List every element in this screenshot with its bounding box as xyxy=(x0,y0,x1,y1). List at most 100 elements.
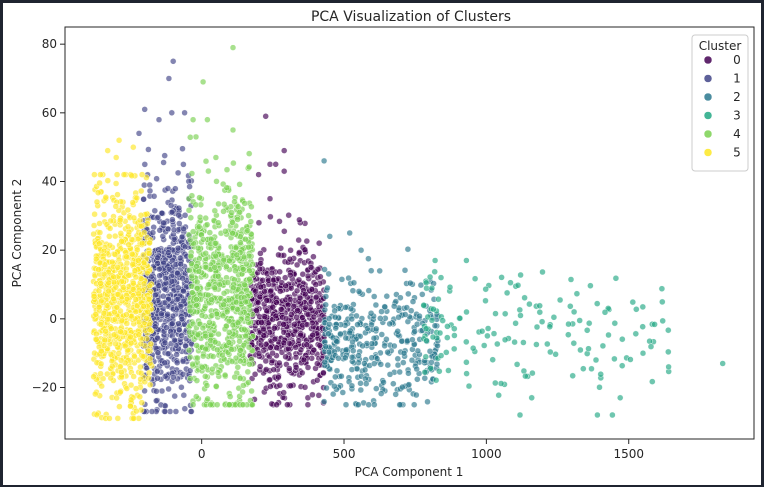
series-0 xyxy=(246,113,328,408)
data-point xyxy=(194,331,202,338)
data-point xyxy=(114,191,121,198)
data-point xyxy=(370,293,378,300)
data-point xyxy=(173,359,181,366)
points-layer xyxy=(90,44,726,422)
data-point xyxy=(342,354,349,362)
data-point xyxy=(325,270,332,278)
data-point xyxy=(138,239,146,247)
data-point xyxy=(98,382,105,390)
legend-label: 4 xyxy=(733,127,741,141)
data-point xyxy=(193,377,201,384)
data-point xyxy=(288,311,295,318)
data-point xyxy=(272,312,280,320)
data-point xyxy=(150,224,157,231)
data-point xyxy=(112,340,119,348)
data-point xyxy=(202,250,209,257)
data-point xyxy=(259,277,266,284)
data-point xyxy=(390,302,398,310)
data-point xyxy=(430,305,437,313)
data-point xyxy=(226,393,234,400)
data-point xyxy=(310,313,318,321)
data-point xyxy=(384,348,391,356)
data-point xyxy=(397,294,404,301)
data-point xyxy=(421,375,429,382)
data-point xyxy=(189,360,196,368)
data-point xyxy=(338,372,345,380)
data-point xyxy=(160,259,167,267)
data-point xyxy=(350,279,358,287)
data-point xyxy=(156,272,163,279)
data-point xyxy=(342,346,350,354)
data-point xyxy=(293,261,301,269)
data-point xyxy=(228,346,235,353)
data-point xyxy=(207,401,214,408)
data-point xyxy=(325,330,332,338)
data-point xyxy=(114,291,122,298)
data-point xyxy=(516,411,524,419)
data-point xyxy=(212,252,219,260)
legend-marker xyxy=(703,111,713,120)
data-point xyxy=(189,228,197,235)
data-point xyxy=(178,233,186,241)
data-point xyxy=(256,293,264,301)
data-point xyxy=(354,321,361,328)
data-point xyxy=(144,220,151,227)
data-point xyxy=(342,401,350,408)
data-point xyxy=(281,274,289,281)
data-point xyxy=(93,198,101,206)
data-point xyxy=(414,376,421,383)
legend-label: 5 xyxy=(733,146,741,160)
data-point xyxy=(414,347,422,355)
data-point xyxy=(234,203,242,210)
data-point xyxy=(528,394,535,402)
data-point xyxy=(322,301,329,309)
data-point xyxy=(404,245,412,253)
data-point xyxy=(161,373,169,380)
data-point xyxy=(109,362,116,370)
y-axis: −20 0 20 40 60 80 xyxy=(32,37,65,395)
data-point xyxy=(665,363,672,371)
data-point xyxy=(179,371,187,378)
data-point xyxy=(421,368,429,376)
data-point xyxy=(193,296,200,303)
data-point xyxy=(315,392,323,399)
data-point xyxy=(199,324,207,332)
data-point xyxy=(293,314,300,321)
data-point xyxy=(380,379,387,386)
data-point xyxy=(365,287,373,294)
data-point xyxy=(322,343,329,350)
data-point xyxy=(185,346,193,354)
data-point xyxy=(282,282,289,289)
data-point xyxy=(186,353,194,361)
data-point xyxy=(160,159,167,166)
data-point xyxy=(252,287,259,295)
data-point xyxy=(219,351,226,359)
data-point xyxy=(521,294,528,302)
data-point xyxy=(127,396,135,404)
data-point xyxy=(234,364,242,371)
legend-title: Cluster xyxy=(699,39,742,53)
data-point xyxy=(273,344,280,351)
data-point xyxy=(325,315,333,322)
data-point xyxy=(299,270,307,278)
data-point xyxy=(155,282,163,289)
data-point xyxy=(170,373,177,381)
data-point xyxy=(224,279,232,286)
data-point xyxy=(107,374,115,382)
data-point xyxy=(232,267,239,275)
data-point xyxy=(168,208,176,216)
data-point xyxy=(503,289,511,297)
data-point xyxy=(267,287,274,295)
data-point xyxy=(155,116,163,123)
data-point xyxy=(215,330,222,338)
data-point xyxy=(273,401,280,408)
data-point xyxy=(202,214,209,222)
data-point xyxy=(241,200,248,207)
data-point xyxy=(420,301,427,309)
data-point xyxy=(665,326,672,334)
data-point xyxy=(220,290,228,297)
data-point xyxy=(659,298,666,306)
data-point xyxy=(280,167,288,175)
data-point xyxy=(287,284,295,292)
data-point xyxy=(136,393,144,401)
